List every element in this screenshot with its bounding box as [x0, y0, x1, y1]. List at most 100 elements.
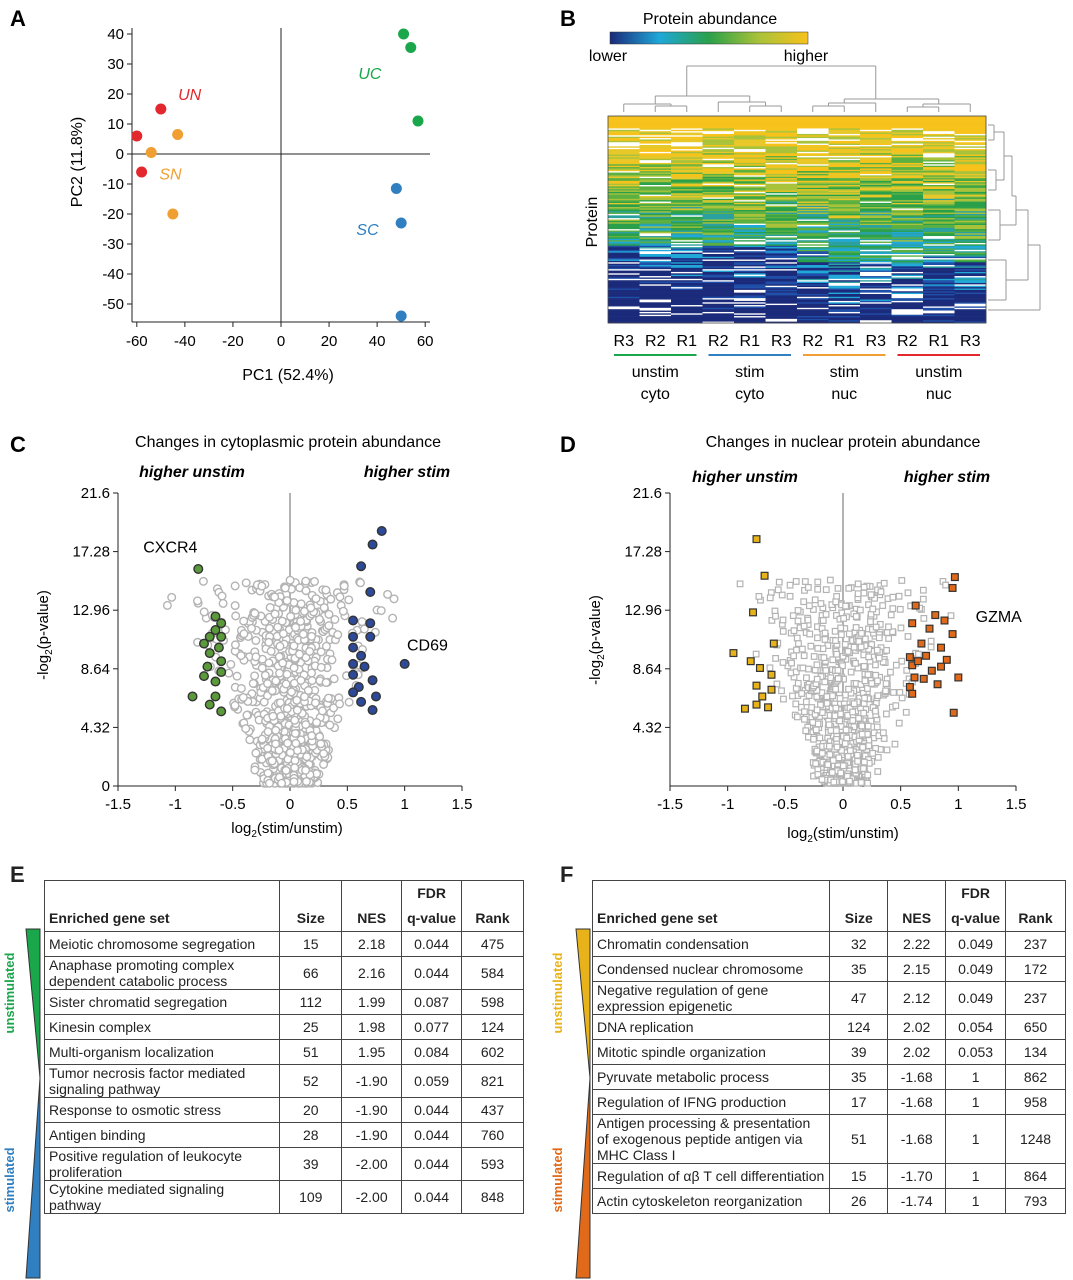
heatmap-cell [923, 230, 955, 233]
heatmap-cell [797, 160, 829, 162]
heatmap-cell [828, 277, 861, 280]
heatmap-cell [923, 303, 955, 306]
heatmap-cell [860, 271, 892, 274]
heatmap-cell [954, 168, 987, 171]
heatmap-cell [923, 198, 955, 201]
heatmap-cell [639, 157, 672, 160]
heatmap-cell [702, 201, 735, 204]
volcano-point [792, 700, 800, 708]
heatmap-cell [828, 259, 861, 262]
heatmap-cell [923, 289, 955, 292]
heatmap-cell [765, 196, 798, 198]
heatmap-cell [671, 245, 703, 248]
heatmap-cell [639, 238, 672, 241]
heatmap-cell [702, 211, 735, 213]
heatmap-cell [891, 154, 924, 157]
table-e-value-cell: 584 [461, 956, 524, 990]
heatmap-cell [860, 142, 892, 144]
heatmap-cell [608, 245, 640, 248]
heatmap-cell [891, 186, 924, 189]
heatmap-cell [702, 288, 735, 291]
volcano-point [323, 693, 333, 703]
heatmap-cell [828, 299, 861, 302]
heatmap-cell [639, 187, 672, 190]
heatmap-cell [734, 213, 766, 216]
heatmap-cell [734, 269, 766, 271]
heatmap-cell [797, 247, 829, 249]
heatmap-cell [860, 189, 892, 191]
heatmap-cell [671, 190, 703, 193]
heatmap-cell [891, 242, 924, 245]
heatmap-cell [923, 189, 955, 191]
volcano-point [875, 654, 883, 662]
heatmap-cell [860, 200, 892, 202]
volcano-point [816, 734, 824, 742]
heatmap-cell [608, 227, 640, 230]
heatmap-cell [828, 278, 861, 281]
volcano-point [821, 678, 829, 686]
heatmap-cell [954, 118, 987, 121]
heatmap-cell [891, 284, 924, 287]
heatmap-cell [797, 139, 829, 142]
heatmap-cell [860, 248, 892, 251]
heatmap-cell [923, 271, 955, 274]
table-f-value-cell: 0.049 [945, 931, 1007, 957]
heatmap-cell [860, 149, 892, 151]
volcano-point-up-unstim [204, 648, 215, 659]
volcano-point [898, 694, 906, 702]
heatmap-cell [891, 125, 924, 128]
heatmap-cell [734, 142, 766, 144]
heatmap-cell [734, 207, 766, 209]
heatmap-cell [702, 138, 735, 140]
volcano-point-up-unstim [198, 671, 209, 682]
heatmap-cell [608, 172, 640, 175]
heatmap-cell [891, 187, 924, 190]
heatmap-cell [702, 270, 735, 273]
heatmap-cell [702, 241, 735, 244]
table-f-value-cell: 35 [829, 956, 889, 982]
heatmap-cell [954, 289, 987, 292]
heatmap-column-dendrogram [623, 65, 971, 112]
heatmap-cell [702, 172, 735, 175]
heatmap-cell [734, 287, 766, 289]
heatmap-cell [828, 207, 861, 209]
heatmap-cell [891, 291, 924, 293]
heatmap-cell [954, 234, 987, 237]
heatmap-cell [639, 164, 672, 166]
heatmap-cell [734, 258, 766, 260]
heatmap-cell [702, 238, 735, 241]
heatmap-cell [734, 313, 766, 316]
table-f-row: Chromatin condensation 32 2.22 0.049 237 [591, 931, 1066, 957]
heatmap-cell [828, 127, 861, 129]
table-f-value-cell: 1248 [1005, 1114, 1066, 1164]
volcano-point [338, 606, 348, 616]
heatmap-cell [702, 231, 735, 234]
heatmap-cell [828, 116, 861, 118]
heatmap-cell [954, 218, 987, 220]
heatmap-cell [765, 212, 798, 215]
heatmap-cell [797, 169, 829, 172]
heatmap-cell [639, 212, 672, 215]
heatmap-cell [639, 189, 672, 191]
heatmap-cell [734, 125, 766, 128]
heatmap-cell [702, 260, 735, 263]
heatmap-cell [734, 176, 766, 179]
heatmap-cell [954, 278, 987, 281]
heatmap-cell [671, 201, 703, 204]
table-e-value-cell: 109 [279, 1180, 343, 1214]
heatmap-cell [639, 298, 672, 300]
heatmap-cell [828, 146, 861, 149]
volcano-point [855, 714, 863, 722]
heatmap-cell [860, 278, 892, 281]
heatmap-cell [608, 139, 640, 142]
heatmap-cell [891, 300, 924, 303]
heatmap-cell [891, 241, 924, 244]
heatmap-cell [608, 241, 640, 244]
heatmap-cell [671, 164, 703, 166]
volcano-point [794, 607, 802, 614]
heatmap-cell [891, 296, 924, 299]
volcano-point [799, 664, 807, 672]
heatmap-cell [954, 227, 987, 230]
heatmap-cell [828, 194, 861, 197]
heatmap-cell [954, 244, 987, 247]
